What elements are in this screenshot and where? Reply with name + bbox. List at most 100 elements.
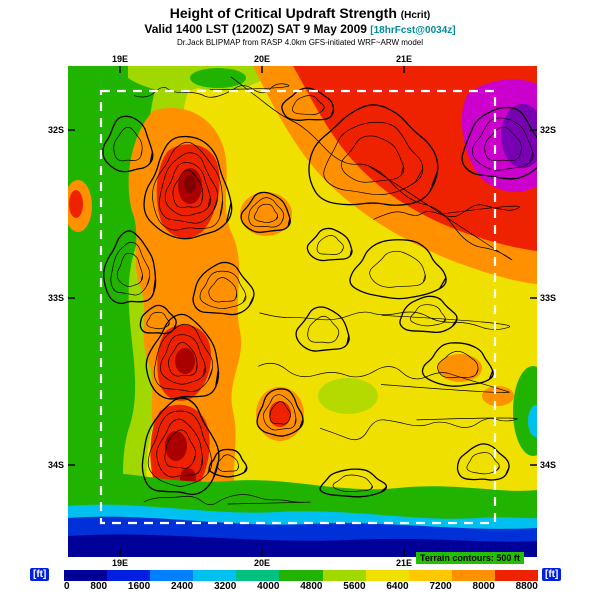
colorbar-segment xyxy=(150,570,194,581)
valid-time-line: Valid 1400 LST (1200Z) SAT 9 May 2009 [1… xyxy=(0,22,600,36)
colorbar-tick-label: 7200 xyxy=(429,581,452,592)
terrain-contour-line xyxy=(199,270,247,309)
terrain-contour-line xyxy=(472,117,534,171)
colorbar-segment xyxy=(193,570,237,581)
terrain-contour-line xyxy=(341,135,405,183)
region-green-spot-1 xyxy=(190,68,246,88)
terrain-contour-line xyxy=(158,152,219,224)
colorbar-segment xyxy=(64,570,108,581)
valid-time-text: Valid 1400 LST (1200Z) SAT 9 May 2009 xyxy=(144,22,367,36)
y-tick-left-34s: 34S xyxy=(47,460,64,470)
terrain-contour-line xyxy=(172,169,204,209)
terrain-contour-line xyxy=(269,401,291,425)
terrain-contour-line xyxy=(116,253,143,287)
colorbar-segment xyxy=(107,570,151,581)
terrain-contour-legend: Terrain contours: 500 ft xyxy=(416,552,524,564)
terrain-contour-line xyxy=(153,323,214,392)
terrain-contour-line xyxy=(145,313,220,400)
region-darkred-core-2 xyxy=(175,348,195,374)
region-orange-spot-east-2 xyxy=(482,386,514,406)
x-tick-top-20e: 20E xyxy=(253,54,270,64)
terrain-contour-line xyxy=(399,295,458,334)
colorbar-unit-right: [ft] xyxy=(542,568,562,581)
terrain-contour-line xyxy=(281,87,335,121)
terrain-contour-line xyxy=(156,418,203,478)
colorbar-tick-labels: 0 800 1600 2400 3200 4000 4800 5600 6400 7200 8000… xyxy=(64,581,538,592)
colorbar-segment xyxy=(279,570,323,581)
colorbar-tick-label: 2400 xyxy=(170,581,194,592)
terrain-contour-line xyxy=(295,306,350,352)
colorbar-segment xyxy=(494,570,539,581)
terrain-contours xyxy=(102,76,537,506)
terrain-contour-line xyxy=(332,474,373,493)
terrain-contour-line xyxy=(484,126,522,162)
terrain-contour-line xyxy=(256,388,304,437)
terrain-contour-line xyxy=(164,162,211,217)
colorbar-tick-label: 4000 xyxy=(257,581,280,592)
title-text: Height of Critical Updraft Strength xyxy=(169,5,397,21)
terrain-contour-line xyxy=(216,454,240,472)
terrain-contour-line xyxy=(373,204,520,220)
terrain-contour-line xyxy=(110,241,151,296)
terrain-contour-line xyxy=(141,397,220,496)
colorbar-tick-label: 5600 xyxy=(343,581,366,592)
header: Height of Critical Updraft Strength (Hcr… xyxy=(0,5,600,47)
colorbar-tick-label: 8800 xyxy=(515,581,538,592)
terrain-contour-line xyxy=(103,230,157,305)
page-title: Height of Critical Updraft Strength (Hcr… xyxy=(0,5,600,21)
forecast-init-text: [18hrFcst@0034z] xyxy=(370,25,456,36)
hcrit-contour-plot xyxy=(68,66,537,557)
y-tick-left-33s: 33S xyxy=(47,293,64,303)
x-tick-top-19e: 19E xyxy=(111,54,128,64)
x-tick-top-21e: 21E xyxy=(395,54,412,64)
terrain-contour-line xyxy=(263,394,297,431)
terrain-contour-line xyxy=(308,104,439,206)
terrain-contour-line xyxy=(133,83,290,98)
region-orange-spot-east-1 xyxy=(438,354,482,382)
forecast-map xyxy=(68,66,537,557)
terrain-contour-line xyxy=(168,341,198,377)
region-red-west-edge xyxy=(69,190,83,218)
y-tick-right-33s: 33S xyxy=(540,293,557,303)
terrain-contour-line xyxy=(258,362,510,393)
y-tick-right-32s: 32S xyxy=(540,125,557,135)
terrain-contour-line xyxy=(369,250,426,288)
colorbar-tick-label: 1600 xyxy=(127,581,151,592)
colorbar-segment xyxy=(451,570,495,581)
terrain-contour-line xyxy=(421,342,494,387)
terrain-contour-line xyxy=(102,115,154,173)
colorbar-tick-label: 0 xyxy=(64,581,70,592)
colorbar-tick-label: 4800 xyxy=(300,581,323,592)
colorbar-tick-label: 3200 xyxy=(214,581,237,592)
terrain-contour-line xyxy=(160,334,206,385)
terrain-contour-line xyxy=(319,417,518,441)
colorbar-segment xyxy=(408,570,452,581)
terrain-contour-line xyxy=(248,197,285,228)
x-tick-bottom-19e: 19E xyxy=(111,558,128,568)
terrain-contour-line xyxy=(291,95,325,116)
terrain-contour-line xyxy=(316,235,344,256)
region-cyan-east-edge xyxy=(528,405,537,437)
region-yellowgreen-patch-mid xyxy=(318,378,378,414)
x-tick-bottom-21e: 21E xyxy=(395,558,412,568)
terrain-contour-line xyxy=(143,135,233,240)
colorbar-segment xyxy=(322,570,366,581)
colorbar-segment xyxy=(236,570,280,581)
terrain-contour-line xyxy=(143,494,311,506)
region-sea-navy xyxy=(68,534,537,557)
terrain-contour-line xyxy=(259,311,511,330)
colorbar xyxy=(64,570,539,581)
model-credit-line: Dr.Jack BLIPMAP from RASP 4.0km GFS-init… xyxy=(176,38,424,47)
terrain-contour-line xyxy=(323,121,424,195)
terrain-contour-line xyxy=(139,304,177,335)
x-tick-bottom-20e: 20E xyxy=(253,558,270,568)
inner-domain-boundary xyxy=(99,89,497,525)
terrain-contour-line xyxy=(466,452,500,475)
colorbar-tick-label: 6400 xyxy=(386,581,409,592)
terrain-contour-line xyxy=(208,277,238,303)
terrain-contour-line xyxy=(319,468,388,498)
terrain-contour-line xyxy=(147,410,213,487)
title-suffix: (Hcrit) xyxy=(400,10,431,21)
terrain-contour-line xyxy=(349,239,447,300)
